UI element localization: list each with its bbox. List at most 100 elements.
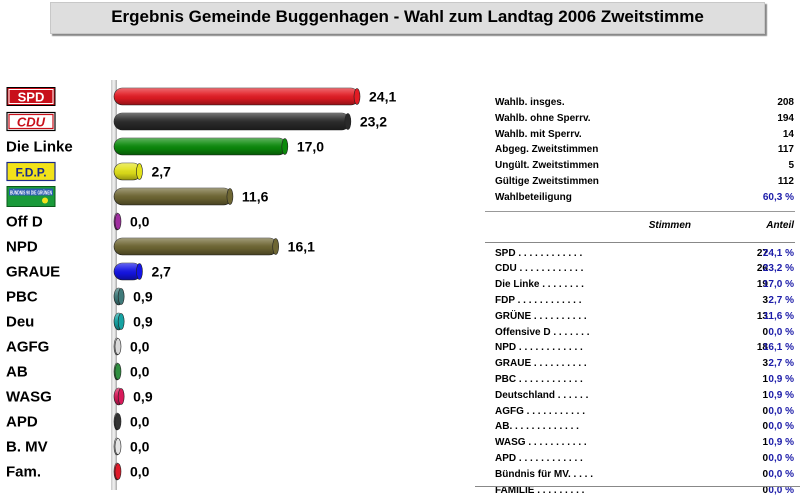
result-row-label: Offensive D . . . . . . . (495, 326, 590, 338)
bar-shine (114, 263, 142, 280)
result-row: AB. . . . . . . . . . . . . 0 0,0 % (495, 421, 798, 437)
page-title: Ergebnis Gemeinde Buggenhagen - Wahl zum… (111, 7, 704, 26)
result-row-share: 0,9 % (768, 437, 794, 449)
result-row-label: AB. . . . . . . . . . . . . (495, 421, 579, 433)
bar-shine (114, 188, 232, 205)
stats-label: Wahlb. ohne Sperrv. (495, 112, 591, 124)
sunflower-icon (42, 197, 48, 204)
party-label: Fam. (6, 464, 41, 481)
cdu-logo-text: CDU (17, 115, 46, 130)
stats-label: Wahlbeteiligung (495, 191, 572, 203)
result-row-share: 0,0 % (768, 421, 794, 433)
result-row-value: 19 (756, 279, 768, 291)
result-row-label: Die Linke . . . . . . . . (495, 279, 584, 291)
result-row-value: 1 (762, 437, 768, 449)
party-label: B. MV (6, 439, 48, 456)
stats-row: Wahlb. mit Sperrv. 14 (495, 129, 798, 145)
result-row: GRAUE . . . . . . . . . . 3 2,7 % (495, 358, 798, 374)
stats-list: Wahlb. insges. 208 Wahlb. ohne Sperrv. 194 W… (495, 97, 798, 208)
bar-cap (114, 363, 122, 380)
stats-row: Wahlb. ohne Sperrv. 194 (495, 113, 798, 129)
fdp-logo-text: F.D.P. (15, 166, 46, 180)
bar-group: 0,9 WASG (6, 387, 153, 406)
party-label: Deu (6, 314, 34, 331)
value-label: 0,0 (130, 364, 150, 380)
value-label: 11,6 (242, 189, 269, 205)
result-row-share: 16,1 % (762, 342, 794, 354)
result-row-share: 2,7 % (768, 294, 794, 306)
bar-group: 0,0 Off D (6, 212, 150, 231)
result-row: APD . . . . . . . . . . . . 0 0,0 % (495, 453, 798, 469)
result-row-share: 23,2 % (762, 263, 794, 275)
result-row-label: SPD . . . . . . . . . . . . (495, 247, 583, 259)
spd-logo-text: SPD (18, 90, 45, 105)
results-list: SPD . . . . . . . . . . . . 27 24,1 % CDU .… (495, 248, 798, 500)
stats-panel: Wahlb. insges. 208 Wahlb. ohne Sperrv. 194 W… (485, 97, 798, 500)
bar-shine (114, 238, 278, 255)
value-label: 2,7 (151, 164, 171, 180)
stats-label: Ungült. Zweitstimmen (495, 160, 599, 172)
party-label: Die Linke (6, 139, 73, 156)
result-row-value: 0 (762, 484, 768, 496)
bar-group: 0,0 AGFG (6, 337, 150, 356)
result-row-share: 2,7 % (768, 358, 794, 370)
result-row-share: 0,0 % (768, 484, 794, 496)
value-label: 17,0 (297, 139, 324, 155)
stimmen-header: Stimmen (648, 219, 691, 231)
result-row-label: GRÜNE . . . . . . . . . . (495, 310, 587, 322)
result-row-value: 0 (762, 326, 768, 338)
result-row: Deutschland . . . . . . 1 0,9 % (495, 390, 798, 406)
result-row-label: FDP . . . . . . . . . . . . (495, 294, 582, 306)
result-row-share: 11,6 % (763, 310, 794, 322)
stats-value: 14 (782, 128, 794, 140)
result-row-share: 0,9 % (768, 389, 794, 401)
bar-group: 2,7 GRAUE (6, 262, 171, 281)
result-row-label: Deutschland . . . . . . (495, 389, 589, 401)
value-label: 0,0 (130, 414, 150, 430)
stats-value: 112 (777, 175, 794, 187)
bar-group: 16,1 NPD (6, 237, 315, 256)
bar-cap (136, 163, 143, 180)
bar-group: 2,7 F.D.P. (6, 161, 171, 182)
party-label: WASG (6, 389, 52, 406)
result-row-value: 3 (762, 358, 768, 370)
bar-chart: 24,1 SPD 23,2 CDU 17,0 Die Linke 2,7 F.D.P. 11,6… (6, 80, 396, 490)
result-row: SPD . . . . . . . . . . . . 27 24,1 % (495, 248, 798, 264)
result-row-value: 26 (756, 263, 768, 275)
result-row: Bündnis für MV. . . . . 0 0,0 % (495, 469, 798, 485)
bar-cap (117, 388, 125, 405)
result-row: Offensive D . . . . . . . 0 0,0 % (495, 327, 798, 343)
result-row-label: AGFG . . . . . . . . . . . (495, 405, 586, 417)
party-label: NPD (6, 239, 38, 256)
bar-group: 0,9 Deu (6, 312, 153, 331)
stats-divider (485, 210, 795, 212)
value-label: 0,9 (133, 389, 153, 405)
bar-group: 17,0 Die Linke (6, 137, 324, 156)
stats-row: Ungült. Zweitstimmen 5 (495, 160, 798, 176)
result-row: NPD . . . . . . . . . . . . 18 16,1 % (495, 342, 798, 358)
stats-value: 60,3 % (762, 191, 794, 203)
result-row-label: GRAUE . . . . . . . . . . (495, 358, 587, 370)
value-label: 0,0 (130, 439, 150, 455)
stats-value: 117 (777, 144, 794, 156)
gruene-logo-text: BÜNDNIS 90 DIE GRÜNEN (10, 190, 52, 197)
result-row: PBC . . . . . . . . . . . . 1 0,9 % (495, 374, 798, 390)
bar-group: 0,0 B. MV (6, 437, 150, 456)
result-row-share: 24,1 % (762, 247, 794, 259)
bar-cap (117, 313, 125, 330)
stats-label: Wahlb. insges. (495, 97, 565, 108)
result-row-value: 0 (762, 405, 768, 417)
stats-row: Wahlbeteiligung 60,3 % (495, 192, 798, 208)
bar-group: 23,2 CDU (6, 111, 387, 132)
result-row-value: 3 (762, 294, 768, 306)
result-row: AGFG . . . . . . . . . . . 0 0,0 % (495, 406, 798, 422)
stats-value: 5 (788, 160, 794, 172)
result-row-value: 0 (762, 468, 768, 480)
bar-cap (114, 213, 122, 230)
bar-group: 0,9 PBC (6, 287, 153, 306)
result-row-share: 0,9 % (768, 373, 794, 385)
bar-cap (117, 288, 125, 305)
bottom-rule (475, 486, 800, 487)
stats-label: Abgeg. Zweitstimmen (495, 144, 599, 156)
bar-cap (272, 238, 279, 255)
